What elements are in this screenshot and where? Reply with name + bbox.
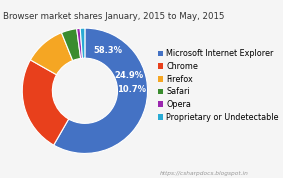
Wedge shape [54, 28, 147, 153]
Text: Browser market shares January, 2015 to May, 2015: Browser market shares January, 2015 to M… [3, 12, 224, 22]
Text: https://csharpdocs.blogspot.in: https://csharpdocs.blogspot.in [159, 171, 248, 176]
Wedge shape [30, 33, 73, 75]
Text: 58.3%: 58.3% [93, 46, 122, 55]
Wedge shape [77, 28, 82, 59]
Legend: Microsoft Internet Explorer, Chrome, Firefox, Safari, Opera, Proprietary or Unde: Microsoft Internet Explorer, Chrome, Fir… [158, 49, 279, 122]
Wedge shape [80, 28, 85, 58]
Wedge shape [22, 60, 69, 145]
Wedge shape [61, 29, 81, 61]
Text: 10.7%: 10.7% [117, 85, 146, 94]
Text: 24.9%: 24.9% [114, 71, 143, 80]
